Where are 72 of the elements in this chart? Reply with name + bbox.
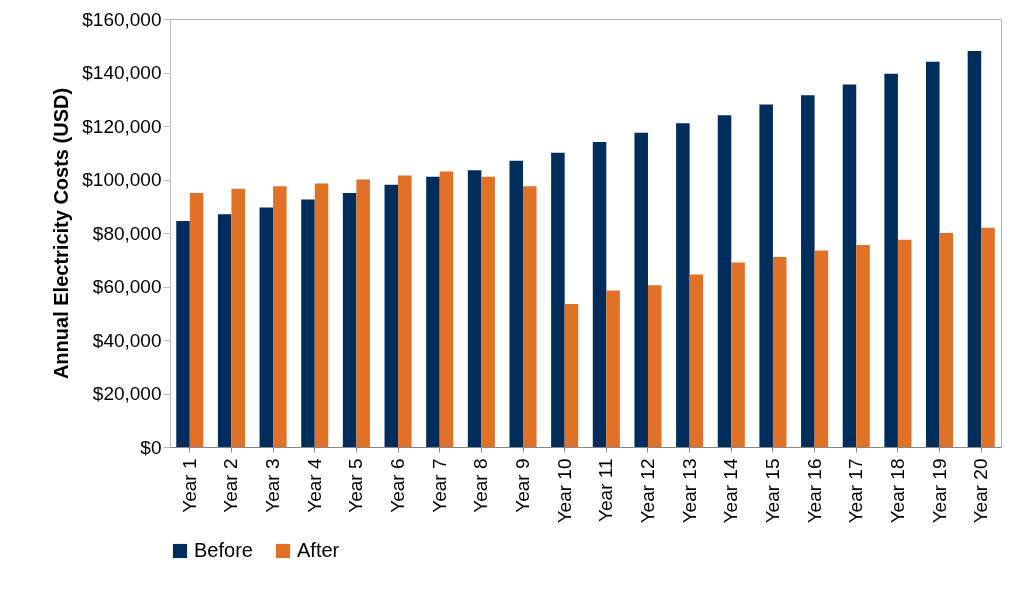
x-tick-label: Year 8 xyxy=(470,458,492,513)
x-tick-label: Year 11 xyxy=(595,458,617,522)
x-tick-label: Year 19 xyxy=(928,458,950,524)
y-tick-label: $140,000 xyxy=(82,62,162,83)
x-tick-label: Year 18 xyxy=(886,458,908,524)
x-tick-label: Year 5 xyxy=(345,458,367,513)
x-tick-label: Year 14 xyxy=(720,458,742,524)
bar xyxy=(731,262,745,447)
bar xyxy=(384,184,399,447)
bar xyxy=(273,186,287,447)
bar xyxy=(564,303,579,447)
y-tick-label: $60,000 xyxy=(92,276,162,297)
bar xyxy=(523,186,537,447)
x-tick-label: Year 7 xyxy=(428,458,450,513)
bar xyxy=(176,220,190,447)
y-axis-title: Annual Electricity Costs (USD) xyxy=(50,87,73,380)
x-tick-label: Year 17 xyxy=(845,458,867,524)
bar xyxy=(897,239,912,447)
legend-label: After xyxy=(297,539,340,561)
bar xyxy=(759,104,773,447)
bar xyxy=(926,61,940,447)
x-tick-label: Year 6 xyxy=(387,458,409,513)
bar xyxy=(189,192,204,447)
bar xyxy=(426,176,440,447)
bar xyxy=(967,51,982,447)
bar xyxy=(356,179,370,447)
bar xyxy=(217,214,232,447)
x-tick-label: Year 1 xyxy=(178,458,200,513)
bar xyxy=(467,170,482,447)
x-tick-label: Year 13 xyxy=(678,458,700,524)
bar xyxy=(676,123,690,447)
x-tick-label: Year 16 xyxy=(803,458,825,524)
x-tick-label: Year 3 xyxy=(262,458,284,513)
bar xyxy=(939,233,954,447)
bar xyxy=(981,227,995,447)
x-tick-label: Year 10 xyxy=(553,458,575,524)
bar xyxy=(772,257,787,447)
bar xyxy=(689,274,704,447)
bar xyxy=(481,176,495,447)
bar xyxy=(856,245,870,447)
bar xyxy=(439,171,454,447)
x-tick-label: Year 12 xyxy=(636,458,658,524)
bar xyxy=(231,188,245,447)
bar xyxy=(301,199,315,447)
bar xyxy=(634,132,648,447)
bar xyxy=(592,142,607,447)
y-tick-label: $20,000 xyxy=(92,383,162,404)
bar xyxy=(259,207,274,447)
bar xyxy=(801,95,815,447)
y-tick-label: $120,000 xyxy=(82,115,162,137)
y-tick-label: $80,000 xyxy=(92,222,162,244)
bar xyxy=(509,160,524,447)
x-tick-label: Year 20 xyxy=(970,458,992,524)
legend-label: Before xyxy=(194,539,253,561)
y-tick-label: $160,000 xyxy=(82,8,162,30)
bar xyxy=(314,183,329,447)
bar xyxy=(717,115,732,447)
bar xyxy=(884,73,898,447)
bar xyxy=(647,285,662,447)
y-tick-label: $0 xyxy=(140,436,162,458)
y-tick-label: $100,000 xyxy=(82,169,162,190)
bar xyxy=(551,152,565,447)
x-tick-label: Year 9 xyxy=(512,458,534,513)
x-tick-label: Year 15 xyxy=(761,458,783,524)
bar xyxy=(398,175,412,447)
bar xyxy=(814,250,829,447)
bar xyxy=(842,84,857,447)
bar xyxy=(342,192,357,447)
x-tick-label: Year 4 xyxy=(303,458,325,513)
y-tick-label: $40,000 xyxy=(92,329,162,351)
bar xyxy=(606,290,620,447)
x-tick-label: Year 2 xyxy=(220,458,242,513)
